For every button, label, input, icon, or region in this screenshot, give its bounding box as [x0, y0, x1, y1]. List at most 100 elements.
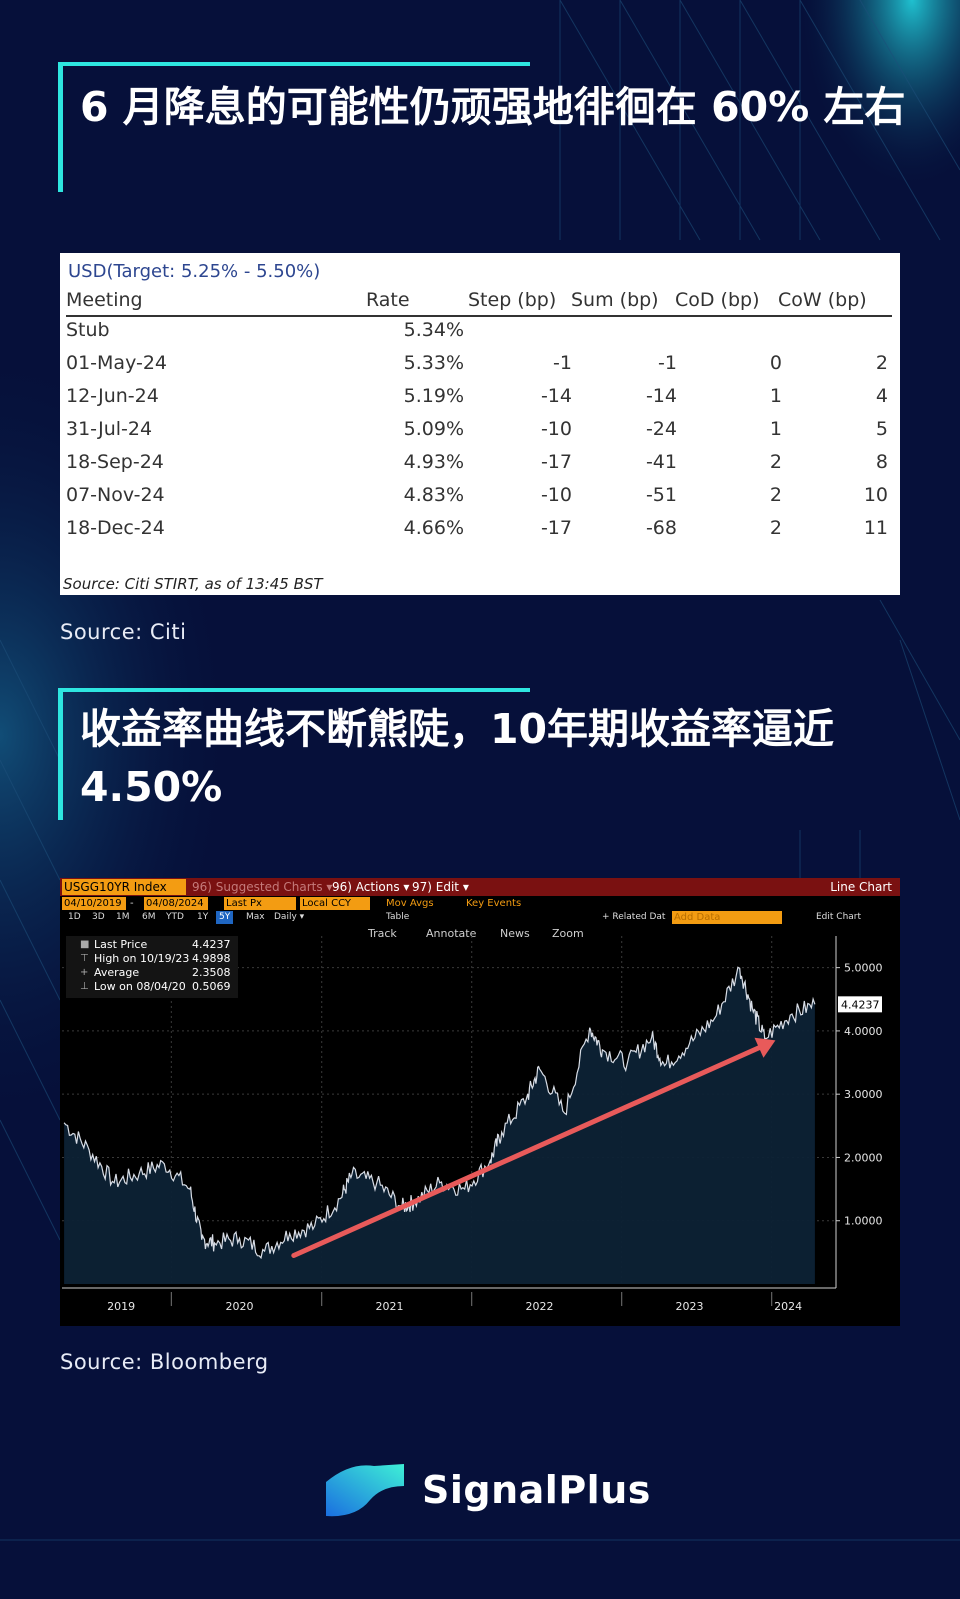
column-header: Meeting — [66, 289, 143, 311]
legend-marker: ⊤ — [80, 953, 89, 964]
related-data-button[interactable]: + Related Dat — [602, 912, 666, 922]
add-data-input[interactable]: Add Data — [672, 911, 782, 924]
heading-accent-bar — [58, 64, 63, 192]
frequency-select[interactable]: Daily ▾ — [274, 912, 305, 922]
table-view-toggle[interactable]: Table — [386, 912, 410, 922]
table-cell: Stub — [66, 319, 110, 341]
legend-marker: ⊥ — [80, 981, 89, 992]
chart-type-label[interactable]: Line Chart — [830, 880, 892, 894]
y-tick-label: 2.0000 — [844, 1151, 883, 1164]
table-row: 01-May-24 5.33% -1 -1 0 2 — [66, 352, 892, 382]
column-header: CoW (bp) — [778, 289, 867, 311]
table-cell: 5 — [875, 418, 888, 440]
column-header: Step (bp) — [468, 289, 557, 311]
currency-select[interactable]: Local CCY — [300, 897, 370, 910]
y-tick-label: 3.0000 — [844, 1088, 883, 1101]
track-tool[interactable]: Track — [368, 927, 397, 940]
legend-value: 4.4237 — [192, 938, 231, 951]
legend-marker: + — [80, 967, 89, 978]
trend-arrow-head — [754, 1037, 776, 1058]
range-5y[interactable]: 5Y — [216, 911, 234, 924]
table-row: 18-Dec-24 4.66% -17 -68 2 11 — [66, 517, 892, 547]
table-cell: 01-May-24 — [66, 352, 168, 374]
x-tick-label: 2022 — [526, 1300, 554, 1313]
table-row: 12-Jun-24 5.19% -14 -14 1 4 — [66, 385, 892, 415]
source-citi: Source: Citi — [60, 620, 187, 644]
table-row: 07-Nov-24 4.83% -10 -51 2 10 — [66, 484, 892, 514]
table-cell: 5.09% — [403, 418, 464, 440]
range-6m[interactable]: 6M — [142, 912, 156, 922]
source-bloomberg: Source: Bloomberg — [60, 1350, 269, 1374]
start-date-input[interactable]: 04/10/2019 — [62, 897, 126, 910]
table-cell: -1 — [658, 352, 677, 374]
ticker-field[interactable]: USGG10YR Index — [62, 879, 186, 895]
table-cell: 12-Jun-24 — [66, 385, 159, 407]
table-cell: 2 — [769, 517, 782, 539]
range-3d[interactable]: 3D — [92, 912, 105, 922]
legend-label: High on 10/19/23 — [94, 952, 190, 965]
column-header: Rate — [366, 289, 410, 311]
section-heading-yield-curve: 收益率曲线不断熊陡，10年期收益率逼近 4.50% — [58, 688, 928, 820]
table-cell: 5.33% — [403, 352, 464, 374]
x-tick-label: 2024 — [774, 1300, 802, 1313]
heading-accent-bar — [58, 690, 63, 820]
x-tick-label: 2019 — [107, 1300, 135, 1313]
table-cell: 11 — [863, 517, 888, 539]
series-area-fill — [64, 967, 815, 1284]
legend-value: 2.3508 — [192, 966, 231, 979]
zoom-tool[interactable]: Zoom — [552, 927, 584, 940]
table-cell: -17 — [540, 451, 572, 473]
yield-line-chart: 1.0000 2.0000 3.0000 4.0000 5.0000 2019 2020 20… — [62, 936, 883, 1313]
last-price-badge — [838, 996, 882, 1013]
date-range-row: 04/10/2019 - 04/08/2024 Last Px Local CC… — [60, 897, 900, 911]
x-tick-label: 2023 — [676, 1300, 704, 1313]
field-select[interactable]: Last Px — [224, 897, 296, 910]
range-ytd[interactable]: YTD — [166, 912, 184, 922]
range-1y[interactable]: 1Y — [197, 912, 209, 922]
heading-accent-line — [58, 688, 530, 692]
range-selector-row: 1D 3D 1M 6M YTD 1Y 5Y Max Daily ▾ Table … — [60, 911, 900, 925]
table-title: USD(Target: 5.25% - 5.50%) — [68, 261, 321, 282]
table-cell: -14 — [540, 385, 572, 407]
table-cell: -14 — [645, 385, 677, 407]
table-cell: 07-Nov-24 — [66, 484, 165, 506]
legend-label: Low on 08/04/20 — [94, 980, 186, 993]
column-header: Sum (bp) — [571, 289, 659, 311]
legend-marker: ■ — [80, 939, 90, 950]
table-cell: -10 — [540, 418, 572, 440]
legend-label: Average — [94, 966, 140, 979]
end-date-input[interactable]: 04/08/2024 — [144, 897, 208, 910]
section-heading-rate-cut: 6 月降息的可能性仍顽强地徘徊在 60% 左右 — [58, 62, 928, 192]
table-cell: -68 — [645, 517, 677, 539]
table-cell: -1 — [553, 352, 572, 374]
news-tool[interactable]: News — [500, 927, 530, 940]
range-max[interactable]: Max — [246, 912, 265, 922]
table-cell: 4.93% — [403, 451, 464, 473]
chart-legend: ■ Last Price 4.4237 ⊤ High on 10/19/23 4… — [66, 936, 238, 998]
range-1d[interactable]: 1D — [68, 912, 81, 922]
annotate-tool[interactable]: Annotate — [426, 927, 477, 940]
mov-avgs-toggle[interactable]: Mov Avgs — [386, 898, 434, 909]
heading-text: 收益率曲线不断熊陡，10年期收益率逼近 4.50% — [80, 705, 835, 811]
actions-menu[interactable]: 96) Actions ▾ — [332, 880, 410, 894]
edit-menu[interactable]: 97) Edit ▾ — [412, 880, 469, 894]
table-cell: -17 — [540, 517, 572, 539]
suggested-charts-menu[interactable]: 96) Suggested Charts ▾ — [192, 880, 333, 894]
table-cell: 2 — [769, 484, 782, 506]
table-cell: 1 — [769, 418, 782, 440]
x-tick-label: 2021 — [376, 1300, 404, 1313]
table-cell: -51 — [645, 484, 677, 506]
y-tick-label: 4.0000 — [844, 1025, 883, 1038]
key-events-toggle[interactable]: Key Events — [466, 898, 522, 909]
table-cell: 0 — [769, 352, 782, 374]
table-cell: 4.83% — [403, 484, 464, 506]
column-header: CoD (bp) — [675, 289, 760, 311]
legend-label: Last Price — [94, 938, 148, 951]
terminal-toolbar: USGG10YR Index 96) Suggested Charts ▾ 96… — [60, 878, 900, 896]
signalplus-logo: SignalPlus — [322, 1456, 652, 1526]
edit-chart-button[interactable]: Edit Chart — [816, 912, 862, 922]
range-1m[interactable]: 1M — [116, 912, 130, 922]
table-row: 18-Sep-24 4.93% -17 -41 2 8 — [66, 451, 892, 481]
heading-accent-line — [58, 62, 530, 66]
table-footnote: Source: Citi STIRT, as of 13:45 BST — [63, 575, 323, 593]
